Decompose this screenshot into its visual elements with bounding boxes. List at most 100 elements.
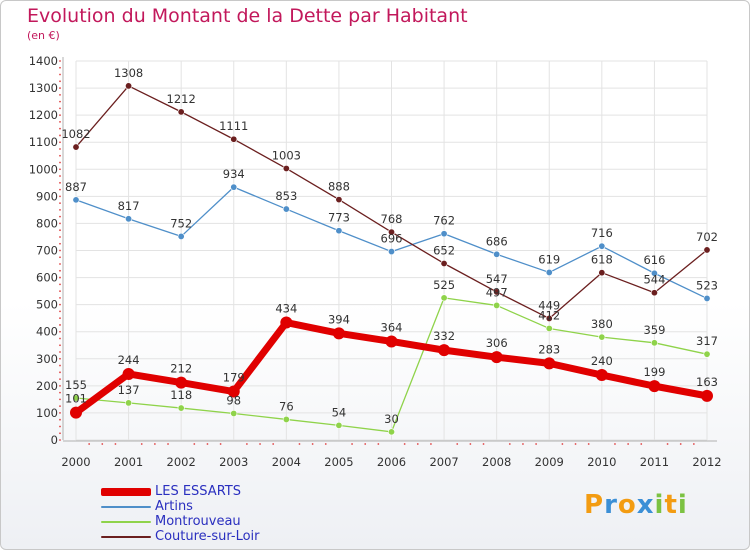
data-label: 449 <box>538 298 560 312</box>
x-minor-tick <box>88 443 91 445</box>
x-minor-tick <box>153 443 156 445</box>
x-minor-tick <box>416 443 419 445</box>
legend-label: Couture-sur-Loir <box>155 529 260 544</box>
data-point <box>122 367 135 380</box>
data-point <box>545 314 553 322</box>
data-point <box>703 246 711 254</box>
x-minor-tick <box>469 443 472 445</box>
x-minor-tick <box>114 443 117 445</box>
legend-label: LES ESSARTS <box>155 484 241 499</box>
x-minor-tick <box>351 443 353 445</box>
y-tick-label: 800 <box>36 216 58 230</box>
y-minor-tick <box>59 175 61 177</box>
x-minor-tick <box>430 443 432 445</box>
logo-letter: o <box>617 490 637 520</box>
data-point <box>125 82 133 90</box>
y-minor-tick <box>59 405 61 408</box>
y-minor-tick <box>59 195 61 198</box>
y-minor-tick <box>59 418 61 421</box>
data-point <box>387 228 395 236</box>
data-point <box>440 259 448 267</box>
data-point <box>335 196 343 204</box>
y-tick-label: 700 <box>36 244 58 258</box>
data-label: 547 <box>486 272 508 286</box>
data-label: 434 <box>275 302 297 316</box>
legend-swatch <box>101 521 151 523</box>
x-minor-tick <box>522 443 524 445</box>
x-minor-tick <box>219 443 222 445</box>
x-minor-tick <box>377 443 380 445</box>
data-point <box>280 316 293 329</box>
data-point <box>387 248 395 256</box>
x-tick-label: 2012 <box>692 455 721 469</box>
y-minor-tick <box>59 364 61 367</box>
data-point <box>227 385 240 398</box>
data-point <box>335 421 343 429</box>
data-point <box>545 324 553 332</box>
y-tick-label: 900 <box>36 189 58 203</box>
data-point <box>650 339 658 347</box>
data-point <box>543 357 556 370</box>
y-minor-tick <box>59 425 61 428</box>
y-minor-tick <box>59 127 61 130</box>
logo-letter: i <box>654 490 665 520</box>
legend-label: Montrouveau <box>155 514 241 529</box>
y-minor-tick <box>59 344 61 347</box>
y-minor-tick <box>59 141 61 144</box>
data-label: 163 <box>696 375 718 389</box>
y-minor-tick <box>59 317 61 320</box>
y-tick-label: 0 <box>51 433 58 447</box>
y-minor-tick <box>59 351 61 353</box>
y-minor-tick <box>59 263 61 265</box>
x-tick-label: 2003 <box>219 455 248 469</box>
x-tick-label: 2000 <box>61 455 90 469</box>
x-tick-label: 2006 <box>377 455 406 469</box>
y-minor-tick <box>59 161 61 164</box>
x-minor-tick <box>167 443 169 445</box>
data-point <box>282 205 290 213</box>
y-tick-label: 100 <box>36 406 58 420</box>
y-minor-tick <box>59 432 61 435</box>
x-tick-label: 2005 <box>324 455 353 469</box>
x-minor-tick <box>535 443 538 445</box>
data-point <box>332 327 345 340</box>
y-minor-tick <box>59 202 61 205</box>
series-montrouveau <box>72 294 711 436</box>
x-minor-tick <box>298 443 301 445</box>
y-axis-unit: (en €) <box>27 29 60 42</box>
legend-swatch <box>101 536 151 538</box>
y-minor-tick <box>59 249 61 252</box>
y-minor-tick <box>59 66 61 69</box>
data-label: 817 <box>118 199 140 213</box>
x-tick-label: 2008 <box>482 455 511 469</box>
logo-letter: P <box>584 490 605 520</box>
y-minor-tick <box>59 222 61 225</box>
x-minor-tick <box>679 443 682 445</box>
data-label: 773 <box>328 211 350 225</box>
data-label: 887 <box>65 180 87 194</box>
x-minor-tick <box>311 443 314 445</box>
data-point <box>440 230 448 238</box>
x-minor-tick <box>140 443 143 445</box>
series-les-essarts <box>70 316 713 419</box>
logo-letter: i <box>677 490 688 520</box>
y-tick-label: 1100 <box>29 135 58 149</box>
data-label: 76 <box>279 399 294 413</box>
legend-label: Artins <box>155 499 193 514</box>
data-label: 283 <box>538 342 560 356</box>
y-minor-tick <box>59 384 61 387</box>
x-minor-tick <box>561 443 564 445</box>
y-minor-tick <box>59 168 61 171</box>
y-minor-tick <box>59 398 61 401</box>
data-label: 1212 <box>167 92 196 106</box>
y-minor-tick <box>59 283 61 286</box>
data-label: 240 <box>591 354 613 368</box>
logo-letter: t <box>664 490 678 520</box>
y-minor-tick <box>59 107 61 110</box>
data-point <box>493 250 501 258</box>
data-label: 525 <box>433 278 455 292</box>
data-label: 1111 <box>219 119 248 133</box>
data-label: 394 <box>328 312 350 326</box>
y-minor-tick <box>59 310 61 313</box>
